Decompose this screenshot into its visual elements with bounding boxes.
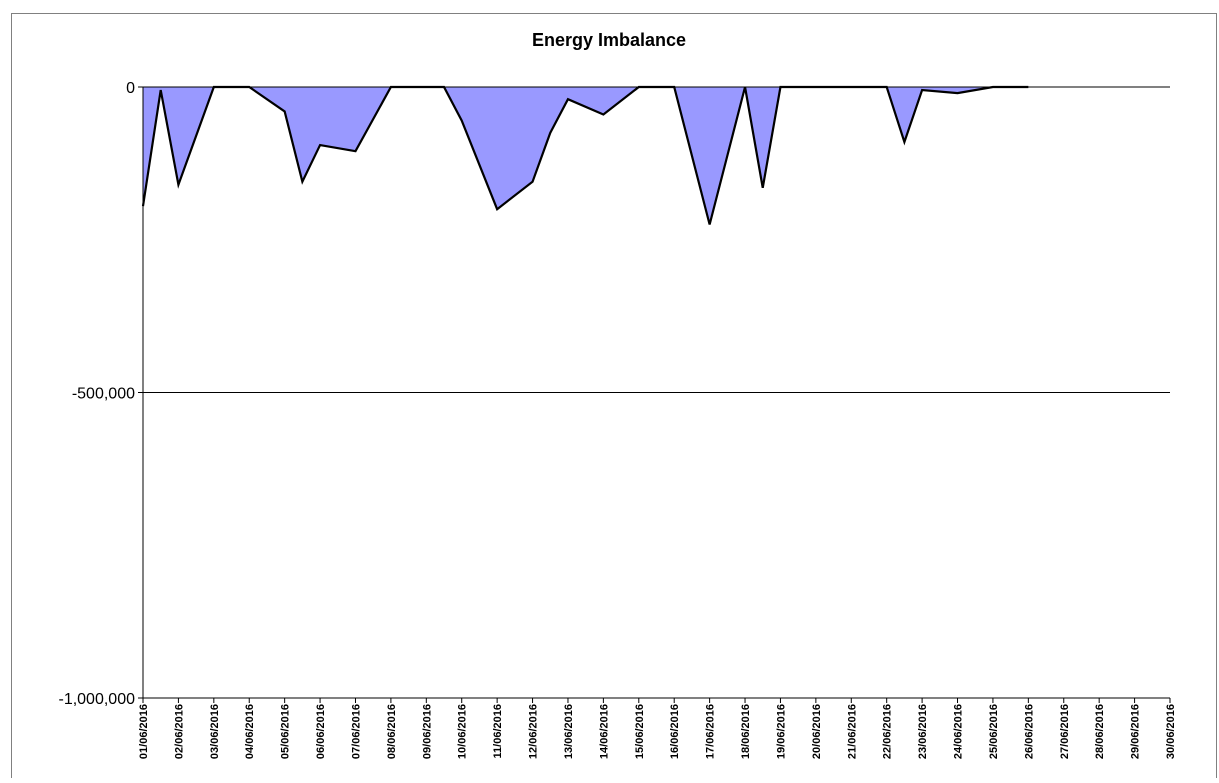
x-tick-label: 02/06/2016	[173, 704, 185, 759]
x-tick-label: 26/06/2016	[1023, 704, 1035, 759]
x-tick-label: 23/06/2016	[917, 704, 929, 759]
x-tick-label: 30/06/2016	[1165, 704, 1177, 759]
x-tick-label: 11/06/2016	[492, 704, 504, 758]
x-tick-label: 14/06/2016	[598, 704, 610, 759]
x-tick-label: 21/06/2016	[846, 704, 858, 759]
x-tick-label: 08/06/2016	[386, 704, 398, 759]
x-tick-label: 01/06/2016	[138, 704, 150, 759]
x-tick-label: 16/06/2016	[669, 704, 681, 759]
x-tick-label: 27/06/2016	[1059, 704, 1071, 759]
x-tick-label: 29/06/2016	[1130, 704, 1142, 759]
x-tick-label: 25/06/2016	[988, 704, 1000, 759]
x-tick-label: 17/06/2016	[705, 704, 717, 759]
y-tick-label: -1,000,000	[58, 691, 135, 708]
x-tick-label: 13/06/2016	[563, 704, 575, 759]
x-tick-label: 28/06/2016	[1094, 704, 1106, 759]
x-tick-label: 20/06/2016	[811, 704, 823, 759]
x-tick-label: 12/06/2016	[528, 704, 540, 759]
x-tick-label: 05/06/2016	[280, 704, 292, 759]
x-tick-label: 24/06/2016	[953, 704, 965, 759]
y-tick-label: 0	[126, 80, 135, 97]
x-tick-label: 07/06/2016	[350, 704, 362, 759]
x-tick-label: 10/06/2016	[457, 704, 469, 759]
x-tick-label: 22/06/2016	[882, 704, 894, 759]
x-tick-label: 19/06/2016	[775, 704, 787, 759]
x-tick-label: 18/06/2016	[740, 704, 752, 759]
x-tick-label: 06/06/2016	[315, 704, 327, 759]
x-tick-label: 03/06/2016	[209, 704, 221, 759]
x-tick-label: 04/06/2016	[244, 704, 256, 759]
chart-title: Energy Imbalance	[532, 30, 686, 50]
x-tick-label: 09/06/2016	[421, 704, 433, 759]
y-tick-label: -500,000	[72, 386, 135, 403]
x-tick-label: 15/06/2016	[634, 704, 646, 759]
